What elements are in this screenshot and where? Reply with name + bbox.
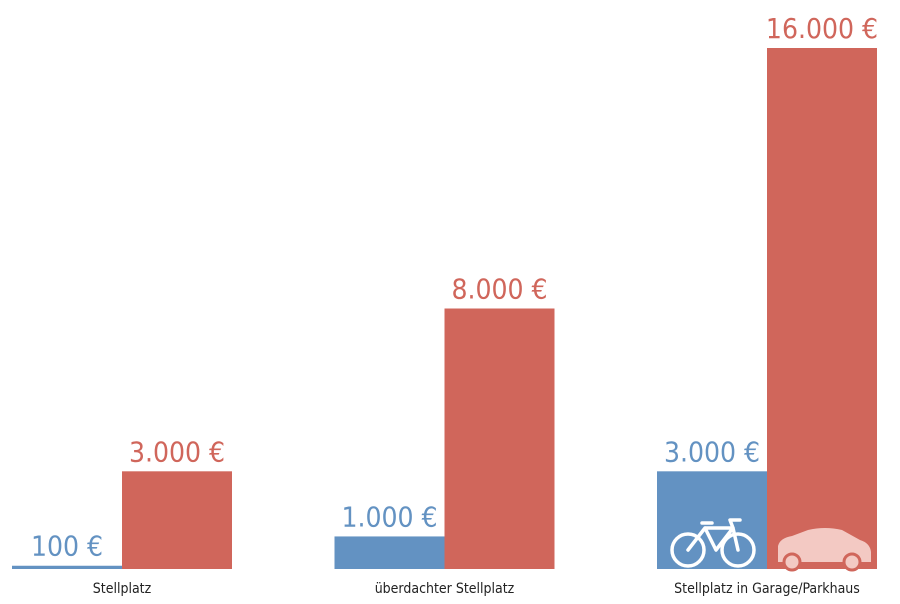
value-label: 3.000 €	[664, 435, 760, 468]
car-icon	[778, 528, 871, 572]
bike-icon	[670, 518, 756, 568]
bar	[444, 308, 555, 569]
x-tick-label: Stellplatz in Garage/Parkhaus	[674, 581, 860, 597]
value-label: 8.000 €	[451, 273, 547, 306]
x-tick-label: überdachter Stellplatz	[375, 581, 515, 597]
bar	[12, 565, 122, 569]
bar	[767, 48, 877, 569]
x-tick-label: Stellplatz	[93, 581, 152, 597]
value-label: 1.000 €	[341, 500, 437, 533]
value-label: 100 €	[31, 530, 103, 563]
value-label: 3.000 €	[129, 435, 225, 468]
bar	[122, 471, 232, 569]
icons	[670, 518, 871, 572]
bar	[334, 536, 445, 569]
value-label: 16.000 €	[766, 12, 878, 45]
bar	[657, 471, 767, 569]
